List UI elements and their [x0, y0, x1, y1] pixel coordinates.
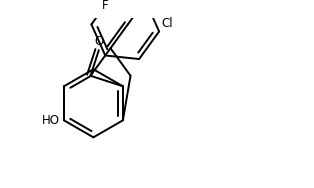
Text: HO: HO [41, 114, 59, 127]
Text: F: F [102, 0, 109, 12]
Text: Cl: Cl [162, 17, 173, 30]
Text: O: O [94, 35, 103, 49]
